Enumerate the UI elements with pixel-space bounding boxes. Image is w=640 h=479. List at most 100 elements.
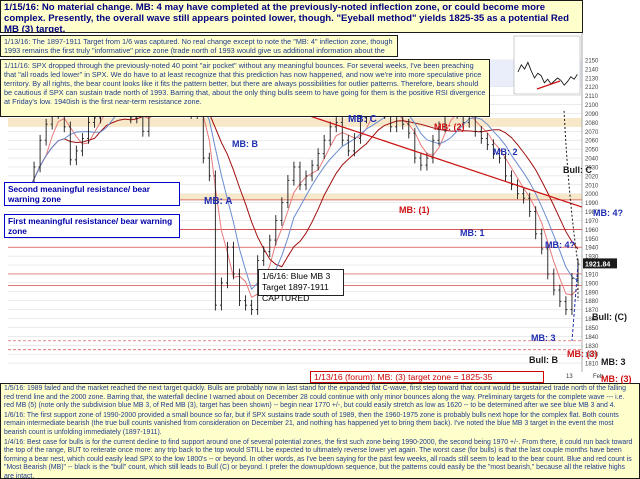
price-bar [304,170,308,191]
price-bar [322,134,326,159]
price-bar [419,152,423,171]
label-mb-4-right: MB: 4? [593,208,623,218]
label-mb-1-red: MB: (1) [399,205,430,215]
label-mb-b: MB: B [232,139,258,149]
y-tick-label: 2040 [585,157,599,163]
y-tick-label: 1930 [585,255,599,261]
y-tick-label: 1870 [585,308,599,314]
y-tick-label: 1840 [585,335,599,341]
y-tick-label: 2050 [585,148,599,154]
resistance-1-label: First meaningful resistance/ bear warnin… [4,214,180,238]
price-tag [583,258,617,269]
y-tick-label: 1990 [585,201,599,207]
y-tick-label: 2120 [585,85,599,91]
y-tick-label: 2140 [585,67,599,73]
price-bar [437,121,441,146]
price-bar [522,188,526,204]
price-bar [86,117,90,144]
price-bar [213,170,217,311]
price-bar [44,118,48,146]
price-bar [479,125,483,144]
y-tick-label: 1880 [585,299,599,305]
label-mb-4: MB: 4? [545,240,575,250]
price-bar [358,112,362,144]
price-bar [292,161,296,186]
target-zone-box: 1/13/16 (forum): MB: (3) target zone = 1… [310,371,544,383]
price-bar [413,127,417,164]
price-axis: 2150 2140 2130 2120 2110 2100 2090 2080 2070 2060… [581,20,617,372]
y-tick-label: 1980 [585,210,599,216]
y-tick-label: 2030 [585,165,599,171]
price-bar [310,159,314,182]
price-bar [298,161,302,191]
inset-line [517,61,578,86]
price-bar [528,192,532,217]
y-tick-label: 2100 [585,103,599,109]
label-mb-a: MB: A [204,196,233,207]
price-bar [570,273,574,315]
price-bar [534,206,538,240]
price-bar [274,215,278,246]
price-bar [38,134,42,173]
y-tick-label: 2150 [585,59,599,65]
price-bar [485,133,489,151]
y-tick-label: 1910 [585,272,599,278]
note-jan-06: 1/6/16: The first support zone of 1990-2… [4,411,619,436]
price-bar [80,133,84,157]
price-bar [503,152,507,182]
y-tick-label: 1960 [585,228,599,234]
y-tick-label: 2060 [585,139,599,145]
label-mb-2-red: MB: (2) [434,122,465,132]
price-bar [558,284,562,307]
price-bar [286,174,290,208]
y-tick-label: 1950 [585,237,599,243]
price-bar [407,118,411,139]
mb-3-projection [571,264,579,341]
price-bar [225,241,229,289]
price-bar [68,121,72,166]
label-mb-1-blue: MB: 1 [460,228,485,238]
note-jan-11: 1/11/16: SPX dropped through the previou… [0,59,490,117]
resistance-2-label: Second meaningful resistance/ bear warni… [4,182,180,206]
resistance-2-zone [8,117,582,127]
price-bar [346,134,350,157]
inset-chart [513,35,581,95]
price-bar [231,241,235,280]
resistance-1-zone [8,193,582,200]
x-tick-label: Feb [593,374,604,380]
label-mb-3-right: MB: 3 [601,357,626,367]
price-bar [238,268,242,307]
y-tick-label: 2130 [585,76,599,82]
y-tick-label: 1890 [585,290,599,296]
price-bar [546,243,550,280]
note-jan-13: 1/13/16: The 1897-1911 Target from 1/6 w… [0,35,398,57]
note-bottom: 1/5/16: 1989 failed and the market reach… [0,383,640,479]
price-bar [268,234,272,258]
price-bar [352,133,356,157]
price-bar [510,170,514,191]
price-bar [552,268,556,296]
y-tick-label: 2000 [585,192,599,198]
price-bar [497,148,501,164]
price-bar [74,145,78,166]
label-bull-c-paren: Bull: (C) [592,312,627,322]
y-tick-label: 1820 [585,353,599,359]
y-tick-label: 2080 [585,121,599,127]
label-mb-c: MB: C [348,114,377,125]
price-bar [256,255,260,315]
ma-slow [27,101,579,268]
price-bar [219,277,223,311]
bull-c-projection [563,109,579,265]
y-tick-label: 1970 [585,219,599,225]
price-bar [540,228,544,255]
inset-trendline [536,80,561,90]
label-mb-2-blue: MB: 2 [493,147,518,157]
note-jan-05: 1/5/16: 1989 failed and the market reach… [4,385,626,410]
target-captured-box: 1/6/16: Blue MB 3 Target 1897-1911 CAPTU… [258,269,344,303]
y-tick-label: 1860 [585,317,599,323]
label-mb-3-red-lower: MB: (3) [601,374,632,384]
y-tick-label: 2090 [585,112,599,118]
price-bar [262,246,266,266]
y-tick-label: 2110 [585,94,599,100]
label-mb-3: MB: 3 [531,333,556,343]
